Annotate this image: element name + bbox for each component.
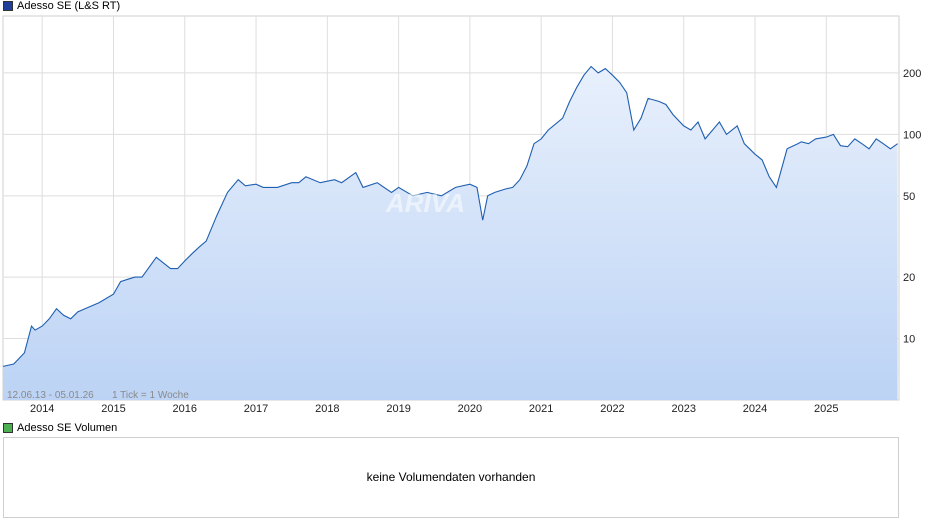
volume-series-swatch	[3, 423, 13, 433]
volume-panel: keine Volumendaten vorhanden	[3, 437, 899, 518]
x-tick-label: 2018	[315, 403, 339, 415]
y-tick-label: 100	[903, 129, 921, 141]
price-chart: ARIVA 2014 2015 2016 2017 2018 2019 2020 2021 20…	[2, 15, 921, 415]
price-legend: Adesso SE (L&S RT)	[3, 0, 120, 12]
x-tick-label: 2022	[600, 403, 624, 415]
x-tick-label: 2023	[671, 403, 695, 415]
x-tick-label: 2016	[173, 403, 197, 415]
y-tick-label: 50	[903, 191, 915, 203]
y-axis-labels: 10 20 50 100 200	[903, 68, 921, 346]
x-tick-label: 2020	[458, 403, 482, 415]
price-series-swatch	[3, 1, 13, 11]
y-tick-label: 10	[903, 334, 915, 346]
y-tick-label: 20	[903, 272, 915, 284]
tick-note: 1 Tick = 1 Woche	[112, 390, 189, 401]
x-tick-label: 2014	[30, 403, 54, 415]
no-volume-message: keine Volumendaten vorhanden	[366, 470, 536, 484]
x-tick-label: 2017	[244, 403, 268, 415]
x-tick-label: 2021	[529, 403, 553, 415]
volume-legend-label: Adesso SE Volumen	[17, 422, 118, 434]
price-area-fill	[3, 66, 898, 400]
x-tick-label: 2024	[743, 403, 767, 415]
x-tick-label: 2015	[101, 403, 125, 415]
x-tick-label: 2019	[386, 403, 410, 415]
watermark: ARIVA	[385, 188, 465, 218]
x-tick-label: 2025	[814, 403, 838, 415]
y-tick-label: 200	[903, 68, 921, 80]
price-legend-label: Adesso SE (L&S RT)	[17, 0, 121, 12]
x-axis-labels: 2014 2015 2016 2017 2018 2019 2020 2021 2022 2023…	[30, 403, 839, 415]
date-range-note: 12.06.13 - 05.01.26	[7, 390, 94, 401]
volume-legend: Adesso SE Volumen	[3, 422, 117, 434]
price-line	[2, 65, 898, 367]
